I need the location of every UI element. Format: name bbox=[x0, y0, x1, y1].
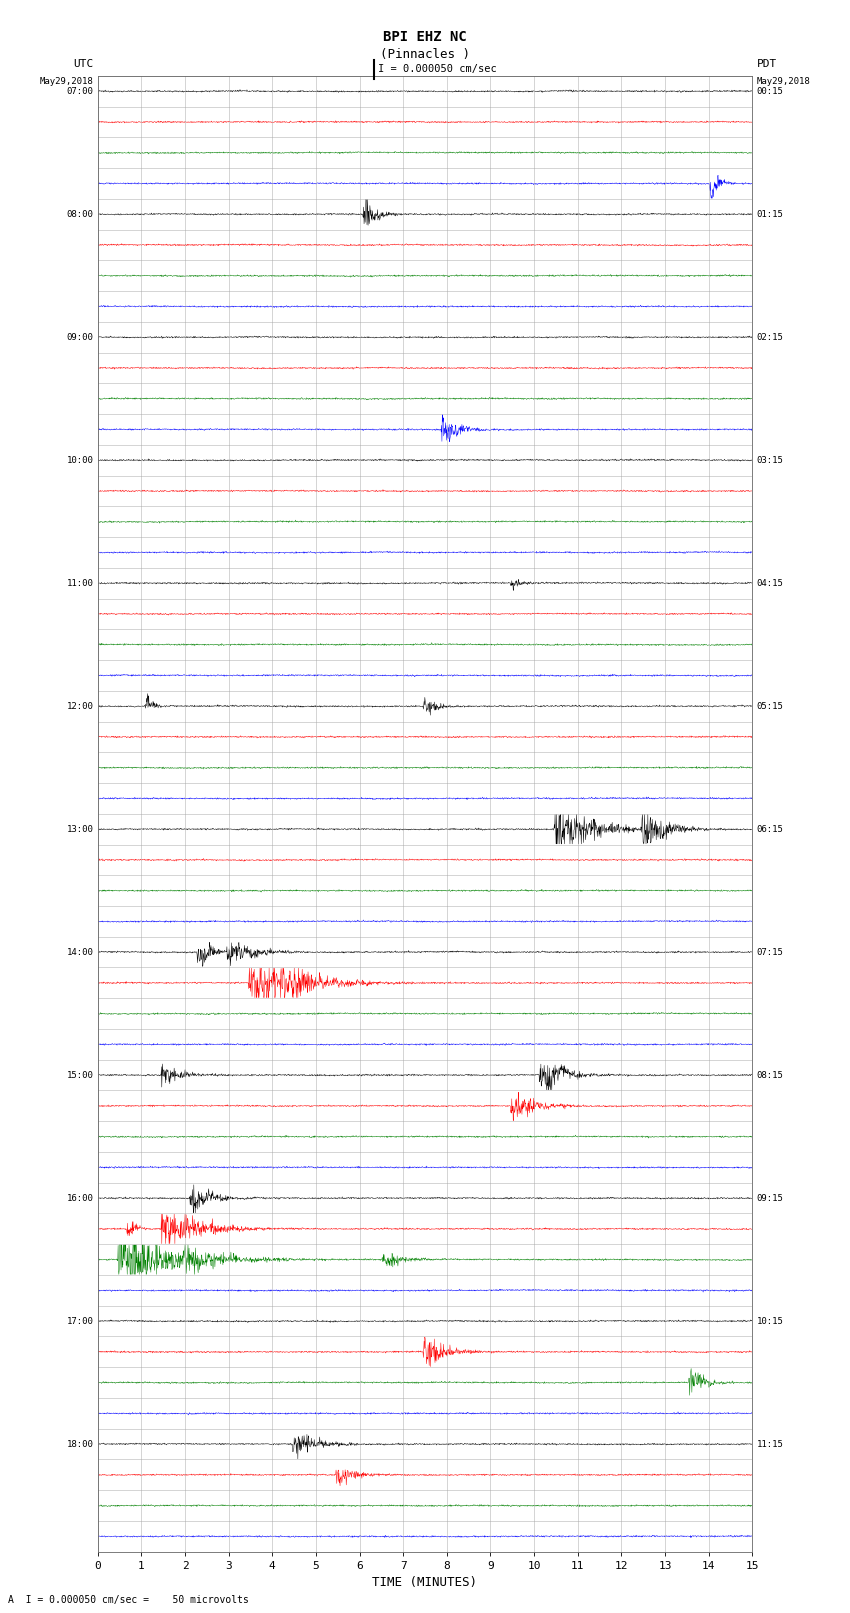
Text: UTC: UTC bbox=[73, 60, 94, 69]
Text: 17:00: 17:00 bbox=[66, 1316, 94, 1326]
Text: 08:00: 08:00 bbox=[66, 210, 94, 219]
Text: 01:15: 01:15 bbox=[756, 210, 784, 219]
Text: 12:00: 12:00 bbox=[66, 702, 94, 711]
Text: 10:15: 10:15 bbox=[756, 1316, 784, 1326]
Text: 08:15: 08:15 bbox=[756, 1071, 784, 1079]
Text: 07:00: 07:00 bbox=[66, 87, 94, 95]
Text: 10:00: 10:00 bbox=[66, 455, 94, 465]
Text: 18:00: 18:00 bbox=[66, 1439, 94, 1448]
Text: 14:00: 14:00 bbox=[66, 947, 94, 957]
Text: 11:15: 11:15 bbox=[756, 1439, 784, 1448]
Text: 11:00: 11:00 bbox=[66, 579, 94, 587]
Text: 16:00: 16:00 bbox=[66, 1194, 94, 1203]
Text: 15:00: 15:00 bbox=[66, 1071, 94, 1079]
Text: 02:15: 02:15 bbox=[756, 332, 784, 342]
Text: BPI EHZ NC: BPI EHZ NC bbox=[383, 29, 467, 44]
X-axis label: TIME (MINUTES): TIME (MINUTES) bbox=[372, 1576, 478, 1589]
Text: 06:15: 06:15 bbox=[756, 824, 784, 834]
Text: May29,2018: May29,2018 bbox=[756, 77, 810, 87]
Text: PDT: PDT bbox=[756, 60, 777, 69]
Text: (Pinnacles ): (Pinnacles ) bbox=[380, 48, 470, 61]
Text: A  I = 0.000050 cm/sec =    50 microvolts: A I = 0.000050 cm/sec = 50 microvolts bbox=[8, 1595, 249, 1605]
Text: 07:15: 07:15 bbox=[756, 947, 784, 957]
Text: 05:15: 05:15 bbox=[756, 702, 784, 711]
Text: 03:15: 03:15 bbox=[756, 455, 784, 465]
Text: May29,2018: May29,2018 bbox=[40, 77, 94, 87]
Text: 00:15: 00:15 bbox=[756, 87, 784, 95]
Text: 09:15: 09:15 bbox=[756, 1194, 784, 1203]
Text: 04:15: 04:15 bbox=[756, 579, 784, 587]
Text: I = 0.000050 cm/sec: I = 0.000050 cm/sec bbox=[378, 65, 497, 74]
Text: 09:00: 09:00 bbox=[66, 332, 94, 342]
Text: 13:00: 13:00 bbox=[66, 824, 94, 834]
